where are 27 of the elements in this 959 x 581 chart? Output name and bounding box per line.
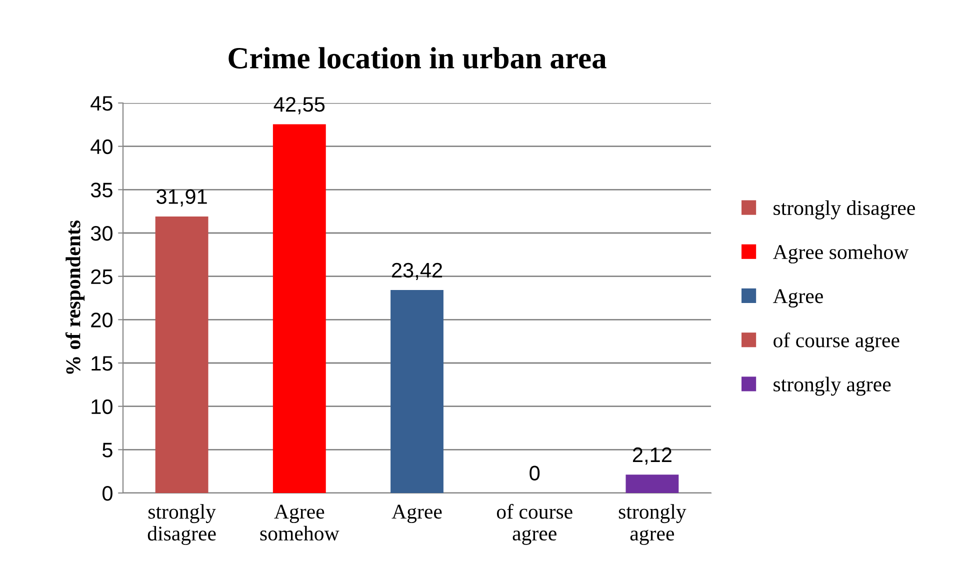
legend-label: Agree somehow <box>772 244 909 264</box>
x-tick-label: Agree <box>392 504 442 524</box>
legend-label: strongly disagree <box>774 200 915 220</box>
legend-label: Agree <box>772 289 823 308</box>
y-tick-label: 25 <box>91 269 112 284</box>
y-tick-label: 20 <box>91 312 112 328</box>
legend-label: strongly agree <box>774 376 891 396</box>
y-tick-label: 5 <box>102 442 112 458</box>
data-label: 2,12 <box>632 447 672 465</box>
data-label: 0 <box>530 466 540 481</box>
x-tick-label: Agree somehow <box>260 504 340 541</box>
y-axis-title: % of respondents <box>65 220 85 374</box>
y-tick-label: 10 <box>92 399 112 414</box>
y-tick-label: 45 <box>90 96 112 111</box>
chart-title: Crime location in urban area <box>228 47 606 69</box>
y-tick-label: 0 <box>102 486 112 501</box>
data-label: 31,91 <box>156 189 207 206</box>
y-tick-label: 35 <box>90 182 112 198</box>
x-tick-label: strongly disagree <box>148 504 216 545</box>
legend-label: of course agree <box>774 332 900 352</box>
data-label: 23,42 <box>392 262 442 280</box>
data-label: 42,55 <box>274 97 325 114</box>
x-tick-label: strongly agree <box>618 504 686 545</box>
y-tick-label: 30 <box>90 226 112 241</box>
y-tick-label: 15 <box>92 356 112 371</box>
y-tick-label: 40 <box>90 139 112 154</box>
x-tick-label: of course agree <box>496 504 572 545</box>
